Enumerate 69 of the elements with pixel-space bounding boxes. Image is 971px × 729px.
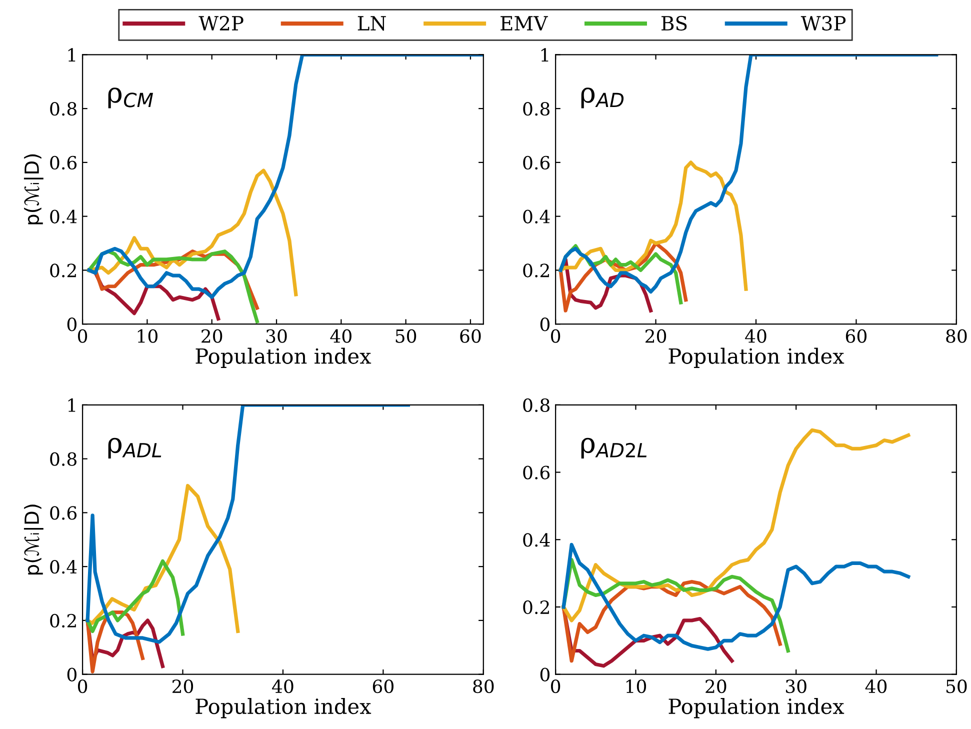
x-tick-label: 0 — [78, 329, 88, 343]
x-tick-label: 40 — [330, 329, 352, 343]
x-tick-label: 20 — [646, 329, 666, 343]
y-tick-label: 0.4 — [523, 533, 550, 547]
annotation: ρ$_{AD2L}$ — [581, 438, 647, 458]
x-tick-label: 20 — [202, 329, 222, 343]
x-axis-title: Population index — [668, 698, 844, 718]
x-tick-label: 50 — [946, 680, 967, 694]
line-series — [87, 168, 298, 296]
legend-label: W2P — [198, 16, 244, 30]
x-tick-label: 60 — [460, 329, 481, 343]
x-tick-label: 40 — [865, 680, 887, 694]
x-tick-label: 60 — [846, 329, 867, 343]
annotation: ρ$_{ADL}$ — [108, 438, 162, 458]
annotation: ρ$_{CM}$ — [108, 88, 154, 108]
line-series — [86, 559, 185, 636]
y-tick-label: 1 — [68, 398, 76, 412]
y-tick-label: 0 — [540, 318, 550, 332]
x-tick-label: 80 — [473, 680, 494, 694]
x-tick-label: 40 — [745, 329, 766, 343]
x-tick-label: 30 — [786, 680, 806, 694]
y-tick-label: 0.8 — [523, 398, 550, 412]
y-tick-label: 0.8 — [523, 102, 550, 116]
y-tick-label: 0.8 — [50, 102, 76, 116]
line-series — [558, 54, 938, 294]
x-tick-label: 40 — [272, 680, 294, 694]
y-tick-label: 0.6 — [523, 156, 550, 170]
y-tick-label: 0.2 — [523, 264, 549, 278]
line-series — [87, 54, 484, 299]
line-series — [562, 428, 910, 622]
x-tick-label: 10 — [626, 680, 646, 694]
y-tick-label: 0.4 — [50, 560, 77, 574]
y-tick-label: 0.2 — [523, 600, 549, 614]
legend-label: LN — [358, 16, 386, 31]
x-tick-label: 20 — [706, 680, 726, 694]
x-tick-label: 20 — [172, 680, 194, 694]
x-tick-label: 0 — [78, 680, 88, 694]
y-tick-label: 1 — [68, 48, 76, 62]
x-axis-title: Population index — [196, 348, 372, 368]
y-tick-label: 0.8 — [50, 452, 76, 466]
y-tick-label: 0.6 — [50, 506, 77, 520]
x-tick-label: 0 — [551, 329, 560, 343]
legend-label: BS — [662, 16, 687, 31]
x-tick-label: 30 — [266, 329, 287, 343]
x-tick-label: 80 — [946, 329, 967, 343]
y-tick-label: 0 — [67, 668, 76, 682]
y-axis-title: p(ℳᵢ|D) — [24, 504, 44, 575]
x-tick-label: 0 — [551, 680, 560, 694]
y-tick-label: 0.2 — [50, 614, 76, 628]
y-tick-label: 1 — [541, 48, 548, 62]
x-tick-label: 60 — [372, 680, 394, 694]
x-tick-label: 50 — [396, 329, 416, 343]
y-tick-label: 0 — [67, 318, 76, 332]
x-tick-label: 10 — [138, 329, 158, 343]
y-tick-label: 0.4 — [523, 210, 550, 224]
y-axis-title: p(ℳᵢ|D) — [24, 154, 44, 224]
y-tick-label: 0.4 — [50, 210, 77, 224]
line-series — [562, 542, 910, 651]
x-axis-title: Population index — [196, 698, 372, 718]
line-series — [86, 404, 410, 644]
y-tick-label: 0.6 — [50, 156, 77, 170]
y-tick-label: 0.6 — [523, 466, 550, 480]
x-axis-title: Population index — [668, 348, 844, 368]
y-tick-label: 0.2 — [50, 264, 76, 278]
line-series — [558, 160, 748, 291]
y-tick-label: 0 — [540, 668, 550, 682]
legend-label: EMV — [500, 16, 548, 30]
annotation: ρ$_{AD}$ — [581, 88, 624, 108]
legend-label: W3P — [800, 16, 846, 31]
